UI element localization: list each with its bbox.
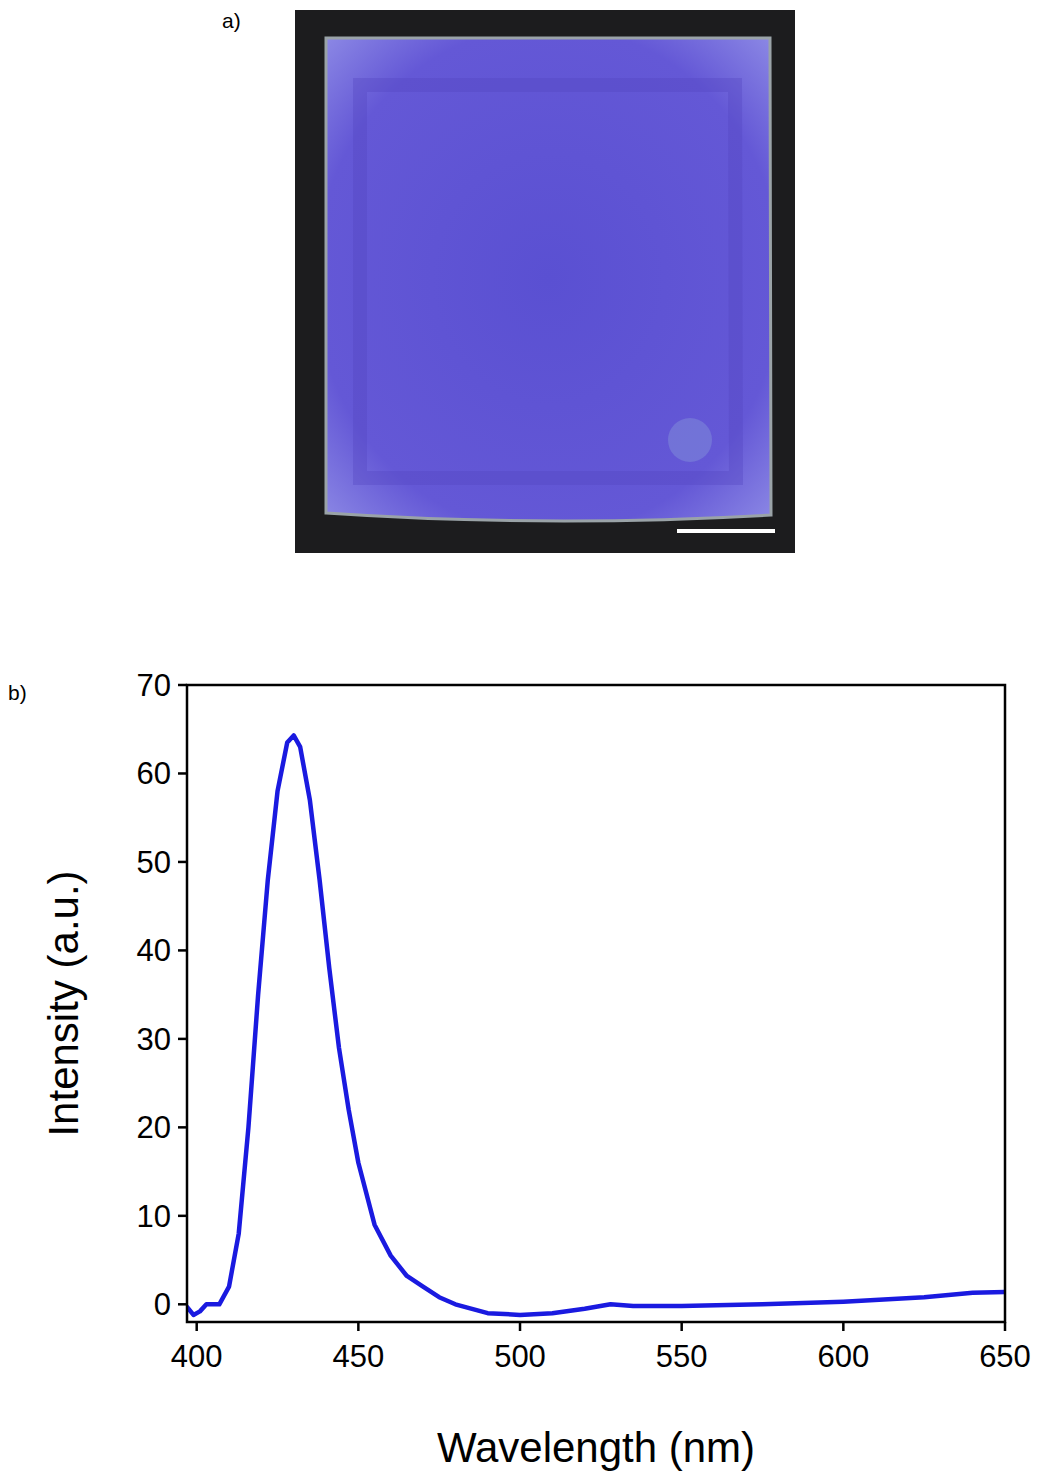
y-tick	[178, 1126, 187, 1129]
photo-background	[295, 10, 795, 553]
x-tick	[357, 1322, 360, 1331]
y-tick	[178, 861, 187, 864]
y-tick	[178, 1038, 187, 1041]
x-tick	[680, 1322, 683, 1331]
y-tick-label: 30	[137, 1022, 171, 1057]
scale-bar	[677, 529, 775, 533]
y-tick	[178, 1303, 187, 1306]
x-tick-label: 600	[817, 1339, 869, 1374]
plot-area	[187, 735, 1005, 1314]
y-tick	[178, 684, 187, 687]
y-tick-label: 10	[137, 1199, 171, 1234]
panel-label: b)	[8, 681, 27, 704]
spectrum-line	[187, 735, 1005, 1314]
y-tick-label: 50	[137, 845, 171, 880]
x-tick-label: 450	[332, 1339, 384, 1374]
film-inner-edge	[360, 85, 736, 478]
x-tick	[519, 1322, 522, 1331]
figure: a) b) 400 450 500 550 600 650 0 10 20 30 40 50 60 70 Wav…	[0, 0, 1042, 1481]
y-tick-label: 20	[137, 1110, 171, 1145]
y-tick	[178, 949, 187, 952]
plot-frame	[187, 685, 1005, 1322]
y-tick-label: 70	[137, 668, 171, 703]
x-tick-label: 650	[979, 1339, 1031, 1374]
y-tick-label: 40	[137, 933, 171, 968]
x-tick-label: 500	[494, 1339, 546, 1374]
x-tick-label: 400	[171, 1339, 223, 1374]
x-tick	[1004, 1322, 1007, 1331]
x-tick	[842, 1322, 845, 1331]
photo	[295, 10, 795, 553]
luminescent-film	[326, 38, 771, 521]
y-tick	[178, 1215, 187, 1218]
x-axis-title: Wavelength (nm)	[437, 1424, 755, 1471]
panel-label: a)	[222, 9, 241, 32]
y-tick-label: 60	[137, 756, 171, 791]
x-tick-label: 550	[656, 1339, 708, 1374]
x-tick	[195, 1322, 198, 1331]
y-tick-label: 0	[154, 1287, 171, 1322]
film-spot	[668, 418, 712, 462]
y-tick	[178, 772, 187, 775]
y-axis-title: Intensity (a.u.)	[40, 870, 87, 1136]
